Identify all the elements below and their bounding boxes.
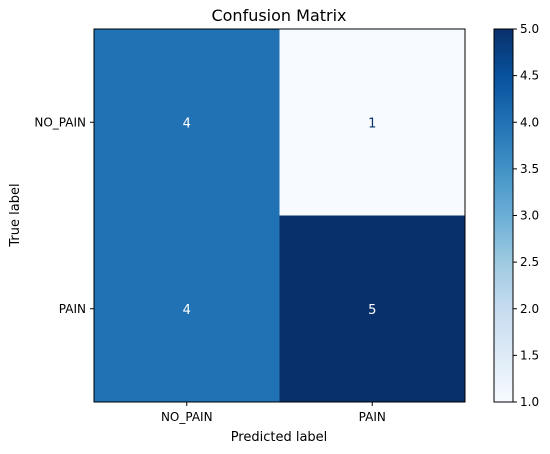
colorbar-tick-label: 2.5 (520, 255, 539, 269)
y-axis-label: True label (8, 183, 23, 247)
colorbar-tick-label: 1.0 (520, 395, 539, 409)
colorbar-tick-label: 2.0 (520, 302, 539, 316)
colorbar-ticks: 1.0 1.5 2.0 2.5 3.0 3.5 4.0 4.5 5.0 (513, 22, 539, 409)
colorbar-tick-label: 4.0 (520, 115, 539, 129)
colorbar-tick-label: 4.5 (520, 69, 539, 83)
cell-value-label: 5 (368, 303, 376, 318)
x-tick-label: NO_PAIN (161, 410, 213, 424)
colorbar-tick-label: 3.5 (520, 162, 539, 176)
colorbar (493, 28, 514, 403)
heatmap-cells: 4 1 4 5 (94, 29, 466, 403)
chart-title: Confusion Matrix (211, 6, 346, 25)
heatmap-cell-no_pain-no_pain (94, 29, 280, 216)
heatmap-cell-pain-no_pain (94, 215, 280, 403)
cell-value-label: 1 (368, 116, 376, 131)
cell-value-label: 4 (183, 116, 191, 131)
y-tick-label: NO_PAIN (34, 115, 86, 129)
x-axis-label: Predicted label (231, 430, 328, 445)
heatmap-cell-pain-pain (279, 215, 466, 403)
colorbar-tick-label: 3.0 (520, 209, 539, 223)
y-tick-label: PAIN (59, 302, 86, 316)
colorbar-tick-label: 1.5 (520, 348, 539, 362)
axis-ticks: NO_PAIN PAIN NO_PAIN PAIN (34, 115, 385, 424)
cell-value-label: 4 (183, 303, 191, 318)
colorbar-tick-label: 5.0 (520, 22, 539, 36)
plot-frame (93, 28, 466, 403)
x-tick-label: PAIN (359, 410, 386, 424)
heatmap-cell-no_pain-pain (279, 29, 466, 216)
